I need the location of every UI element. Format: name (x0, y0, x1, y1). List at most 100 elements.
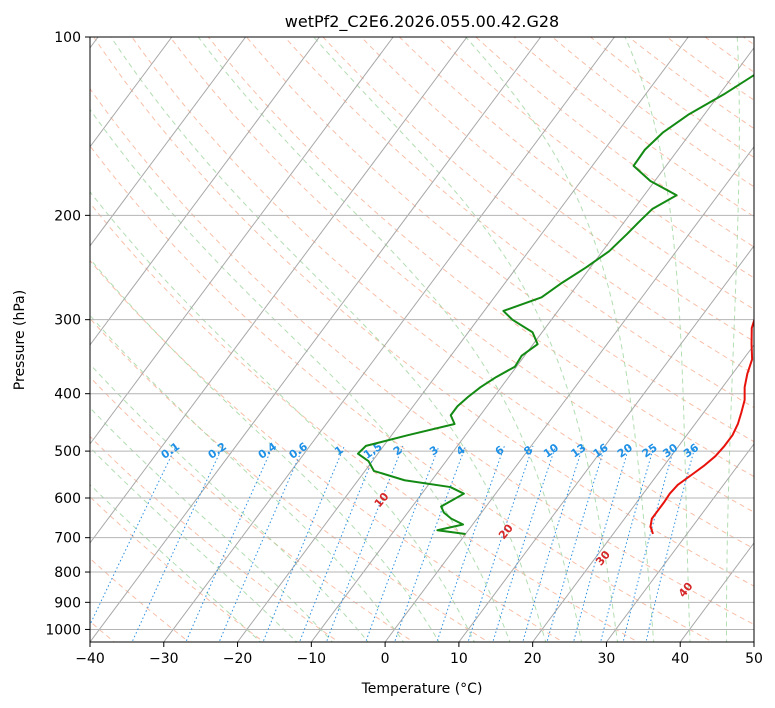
isotherm-line (606, 443, 754, 642)
y-tick-label: 900 (54, 595, 81, 611)
isotherm-line (384, 146, 754, 642)
temperature-line (649, 317, 754, 535)
y-tick-label: 500 (54, 444, 81, 460)
dry-adiabat-line (90, 87, 754, 626)
dry-adiabat-line (475, 37, 754, 248)
isotherm-line (237, 37, 689, 642)
mixing-ratio-line (600, 445, 655, 642)
dry-adiabat-line (90, 145, 714, 642)
moist-adiabat-line (90, 258, 440, 642)
mixing-ratio-label: 0.6 (287, 440, 311, 462)
y-axis-title: Pressure (hPa) (12, 290, 28, 390)
dry-adiabat-line (90, 496, 265, 642)
x-tick-label: 0 (381, 651, 390, 667)
moist-adiabat-line (90, 314, 405, 642)
isotherm-line (163, 37, 615, 642)
y-tick-label: 300 (54, 313, 81, 329)
isotherm-line (532, 344, 754, 642)
mixing-ratio-line (436, 445, 505, 642)
dry-adiabat-line (90, 435, 340, 642)
dry-adiabat-line (742, 37, 754, 46)
mixing-ratio-line (185, 445, 274, 642)
moist-adiabat-line (90, 108, 511, 642)
y-tick-label: 700 (54, 531, 81, 547)
mixing-ratio-line (622, 445, 675, 642)
mixing-ratio-line (131, 445, 224, 642)
dry-adiabat-line (666, 37, 754, 101)
mixing-ratio-label: 30 (660, 441, 680, 461)
mixing-ratio-line (365, 445, 440, 642)
moist-adiabat-line (313, 37, 619, 642)
plot-frame (89, 36, 755, 643)
x-tick-label: 10 (450, 651, 468, 667)
mixing-ratio-line (467, 445, 534, 642)
mixing-ratio-line (299, 445, 379, 642)
mixing-ratio-line (546, 445, 606, 642)
moist-adiabat-line (90, 446, 298, 642)
moist-adiabat-line (465, 37, 655, 642)
x-tick-label: −20 (223, 651, 253, 667)
dry-adiabat-line (90, 557, 190, 642)
y-tick-label: 200 (54, 208, 81, 224)
y-tick-label: 600 (54, 491, 81, 507)
mixing-ratio-line (394, 445, 467, 642)
mixing-ratio-line (522, 445, 584, 642)
isotherm-line (90, 37, 468, 544)
x-tick-label: 50 (745, 651, 763, 667)
mixing-ratio-label: 0.1 (159, 440, 182, 462)
x-tick-label: −10 (297, 651, 327, 667)
dry-adiabat-line (169, 37, 754, 513)
dry-adiabat-line (90, 376, 415, 642)
dry-adiabat-line (90, 202, 639, 642)
x-tick-label: −40 (75, 651, 105, 667)
chart-title: wetPf2_C2E6.2026.055.00.42.G28 (285, 12, 559, 32)
x-tick-label: 20 (524, 651, 542, 667)
isotherm-line (90, 37, 320, 346)
dry-adiabat-line (245, 37, 754, 443)
mixing-ratio-line (218, 445, 305, 642)
moist-adiabat-label: 30 (593, 548, 613, 568)
y-tick-label: 1000 (45, 622, 81, 638)
mixing-ratio-label: 20 (615, 441, 635, 461)
dry-adiabat-line (704, 37, 754, 73)
dry-adiabat-line (398, 37, 754, 310)
dry-adiabat-line (131, 37, 754, 550)
dry-adiabat-line (93, 37, 754, 587)
dry-adiabat-line (322, 37, 754, 375)
x-tick-label: 30 (598, 651, 616, 667)
y-tick-label: 100 (54, 30, 81, 46)
sounding-series (356, 73, 754, 535)
moist-adiabat-line (90, 190, 476, 642)
isotherm-line (90, 37, 542, 642)
isotherm-line (458, 245, 754, 642)
dry-adiabat-line (763, 24, 775, 645)
dry-adiabat-line (284, 37, 754, 409)
isotherm-line (753, 641, 754, 642)
y-tick-label: 800 (54, 565, 81, 581)
moist-adiabat-line (110, 37, 547, 642)
mixing-ratio-line (573, 445, 630, 642)
dry-adiabat-line (90, 317, 490, 642)
mixing-ratio-line (262, 445, 345, 642)
x-tick-label: −30 (149, 651, 179, 667)
moist-adiabat-line (624, 37, 691, 642)
dewpoint-line (356, 73, 754, 535)
mixing-ratio-label: 0.2 (206, 440, 229, 462)
mixing-ratio-label: 25 (640, 441, 660, 460)
y-tick-label: 400 (54, 387, 81, 403)
mixing-ratio-label: 10 (541, 441, 561, 461)
isotherm-line (90, 37, 247, 247)
isotherm-line (90, 37, 173, 148)
isotherm-line (90, 37, 394, 445)
axes: −40 −30 −20 −10 0 10 20 30 40 50 100 200 300 400 500 60… (45, 30, 763, 667)
mixing-ratio-line (90, 445, 177, 626)
x-tick-label: 40 (671, 651, 689, 667)
dry-adiabat-line (360, 37, 754, 342)
mixing-ratio-label: 16 (591, 441, 611, 461)
background-lines (90, 24, 775, 645)
dry-adiabat-line (627, 37, 754, 130)
moist-adiabat-line (725, 37, 740, 642)
mixing-ratio-line (645, 445, 696, 642)
